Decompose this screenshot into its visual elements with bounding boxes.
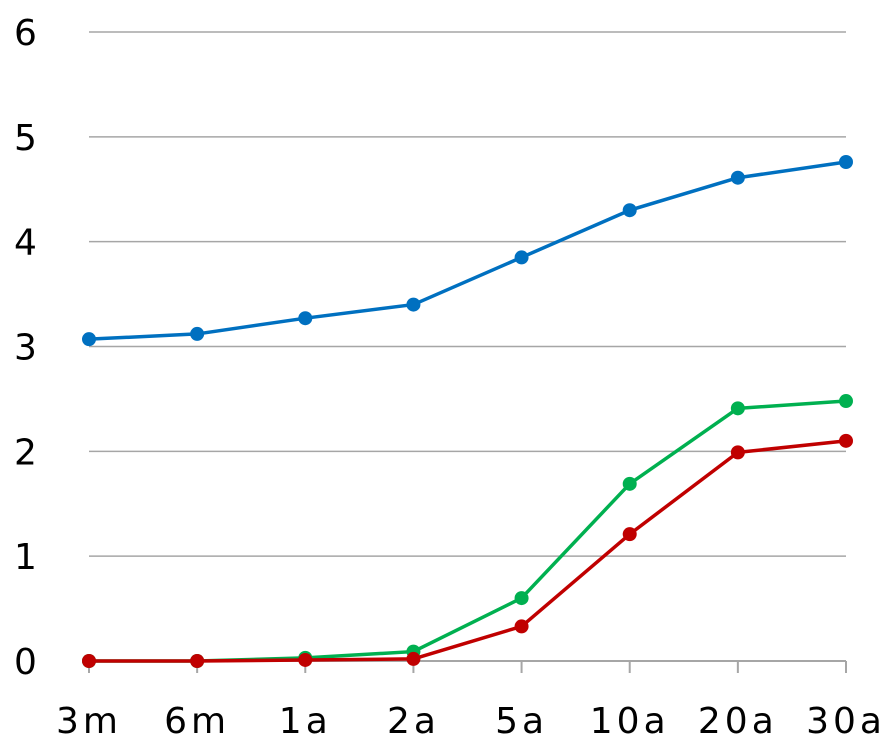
x-tick-label: 20a: [698, 701, 778, 742]
y-tick-label: 3: [14, 328, 37, 369]
data-point: [82, 654, 96, 668]
data-point: [514, 250, 529, 265]
series-group: [82, 154, 853, 668]
x-tick-label: 3m: [56, 701, 122, 742]
series-line: [89, 439, 847, 663]
data-point: [406, 651, 421, 666]
x-tick-label: 6m: [164, 701, 230, 742]
data-point: [298, 311, 313, 326]
data-point: [622, 527, 637, 542]
series-1: [82, 394, 853, 668]
data-point: [82, 332, 96, 347]
data-point: [839, 433, 853, 448]
x-tick-label: 30a: [806, 701, 886, 742]
data-point: [622, 476, 637, 491]
data-point: [730, 170, 745, 185]
data-point: [514, 619, 529, 634]
data-point: [730, 445, 745, 460]
y-tick-label: 6: [14, 13, 37, 54]
y-axis-tick-labels: 0 1 2 3 4 5 6: [14, 13, 37, 683]
data-point: [622, 203, 637, 218]
x-tick-label: 1a: [279, 701, 332, 742]
y-tick-label: 1: [14, 537, 37, 578]
series-0: [82, 154, 853, 347]
x-tick-label: 2a: [387, 701, 440, 742]
data-point: [514, 591, 529, 606]
y-tick-label: 2: [14, 432, 37, 473]
y-tick-label: 5: [14, 118, 37, 159]
x-tick-label: 5a: [495, 701, 548, 742]
series-line: [88, 160, 847, 341]
y-tick-label: 0: [14, 642, 37, 683]
x-tick-label: 10a: [590, 701, 670, 742]
data-point: [190, 654, 205, 668]
series-2: [82, 433, 853, 668]
data-point: [190, 326, 205, 341]
grid-lines: [89, 31, 846, 557]
data-point: [839, 154, 853, 169]
data-point: [406, 297, 421, 312]
y-tick-label: 4: [14, 223, 37, 264]
data-point: [298, 652, 313, 667]
data-point: [839, 394, 853, 409]
series-line: [89, 399, 847, 663]
x-axis-tick-labels: 3m 6m 1a 2a 5a 10a 20a 30a: [56, 701, 886, 742]
data-point: [730, 401, 745, 416]
